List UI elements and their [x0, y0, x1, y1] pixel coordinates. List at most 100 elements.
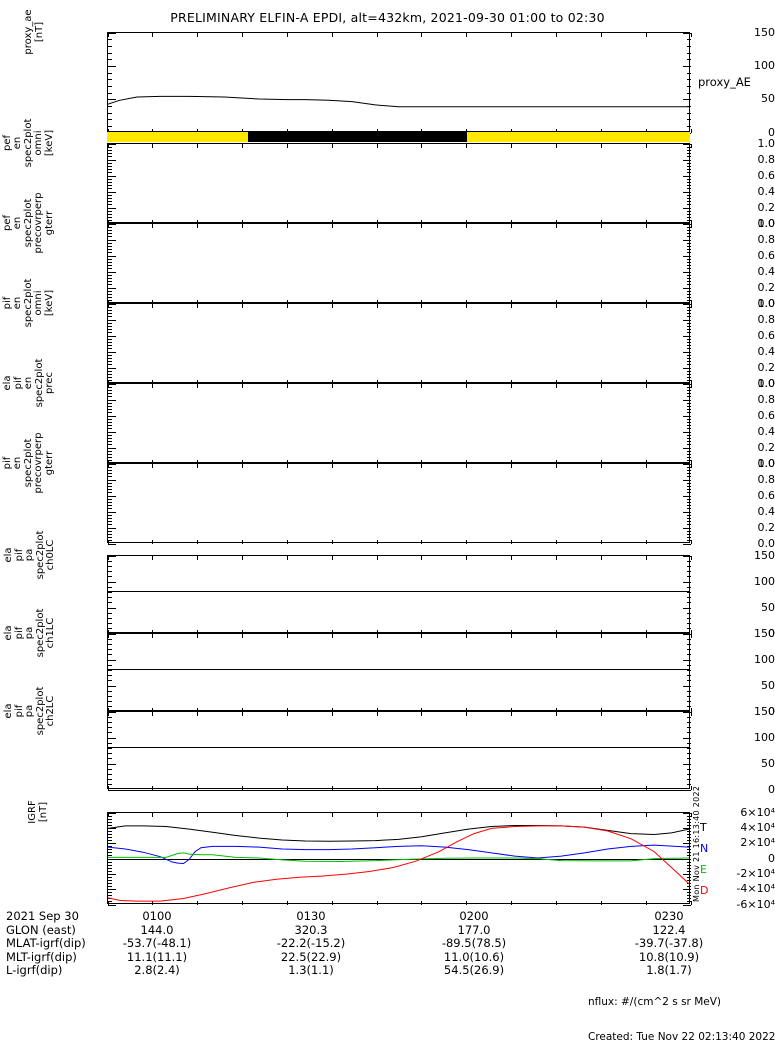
xtick-mark — [197, 630, 199, 634]
ytick-ela-pif-pa-spec2plot-ch0lc-2: 100 — [754, 574, 775, 588]
xtick-mark — [107, 33, 109, 37]
ytick-mark — [683, 737, 691, 739]
ylabel-ela-pif-en-spec2plot-prec: ela pif en spec2plot prec — [2, 343, 56, 423]
ytick-minor — [108, 602, 112, 604]
xtick-mark — [511, 460, 513, 464]
xtick-mark — [600, 384, 602, 388]
legend-item-T: T — [700, 821, 707, 834]
ytick-minor — [687, 92, 691, 94]
ytick-minor — [687, 437, 691, 439]
xtick-mark — [645, 144, 647, 148]
xtick-mark — [376, 708, 378, 712]
ytick-mark — [683, 843, 691, 845]
xtick-mark — [376, 220, 378, 224]
ytick-mark — [683, 287, 691, 289]
xtick-mark — [197, 464, 199, 468]
ytick-minor — [687, 412, 691, 414]
xtick-mark — [645, 712, 647, 716]
ytick-minor — [108, 441, 112, 443]
xtick-mark — [152, 464, 154, 468]
ytick-mark — [683, 511, 691, 513]
xtick-mark — [286, 300, 288, 304]
xtick-mark — [555, 712, 557, 716]
ytick-minor — [108, 505, 112, 507]
annotation-value: 11.0(10.6) — [443, 949, 505, 964]
xtick-mark — [511, 708, 513, 712]
ytick-minor — [108, 309, 112, 311]
xtick-mark — [600, 901, 602, 905]
xtick-mark — [421, 634, 423, 638]
ytick-minor — [687, 396, 691, 398]
xtick-mark — [421, 33, 423, 37]
ytick-igrf-2: -2×10⁴ — [736, 866, 775, 880]
ytick-mark — [683, 527, 691, 529]
ytick-minor — [687, 849, 691, 851]
xtick-mark — [555, 33, 557, 37]
xtick-mark — [555, 380, 557, 384]
ytick-minor — [687, 172, 691, 174]
ytick-minor — [687, 236, 691, 238]
ytick-mark — [683, 399, 691, 401]
ytick-minor — [687, 252, 691, 254]
ytick-minor — [687, 425, 691, 427]
xtick-mark — [242, 901, 244, 905]
ytick-minor — [687, 434, 691, 436]
ytick-minor — [108, 370, 112, 372]
xtick-mark — [555, 464, 557, 468]
xtick-mark — [331, 813, 333, 817]
ytick-minor — [108, 521, 112, 523]
ytick-minor — [687, 194, 691, 196]
xtick-mark — [286, 220, 288, 224]
xtick-mark — [286, 901, 288, 905]
ytick-minor — [108, 732, 112, 734]
xtick-mark — [511, 384, 513, 388]
xtick-mark — [197, 304, 199, 308]
ylabel-line: pa — [23, 626, 35, 640]
xtick-mark — [690, 220, 692, 224]
render-timestamp: Mon Nov 21 16:13:40 2022 — [692, 785, 701, 902]
legend-item-E: E — [700, 863, 707, 876]
panel-ela-pif-en-spec2plot-precovrperp-gterr — [107, 463, 692, 545]
ytick-minor — [108, 437, 112, 439]
ytick-mark — [683, 271, 691, 273]
ytick-mark — [683, 223, 691, 225]
ytick-minor — [687, 473, 691, 475]
ytick-minor — [108, 92, 112, 94]
ytick-minor — [687, 753, 691, 755]
xtick-mark — [600, 224, 602, 228]
ytick-minor — [108, 690, 112, 692]
ytick-minor — [687, 386, 691, 388]
xtick-mark — [376, 634, 378, 638]
ytick-minor — [687, 329, 691, 331]
ytick-minor — [687, 886, 691, 888]
ytick-minor — [687, 492, 691, 494]
xtick-mark — [197, 300, 199, 304]
ytick-mark — [108, 223, 116, 225]
ytick-minor — [108, 870, 112, 872]
xtick-mark — [331, 224, 333, 228]
ytick-minor — [108, 591, 112, 593]
ytick-minor — [108, 284, 112, 286]
ytick-minor — [687, 409, 691, 411]
ytick-minor — [687, 393, 691, 395]
xtick-mark — [286, 556, 288, 560]
xtick-mark — [331, 304, 333, 308]
annotation-value: -39.7(-37.8) — [634, 936, 704, 951]
ylabel-line: ch2LC — [44, 695, 56, 727]
xtick-mark — [376, 460, 378, 464]
ytick-minor — [108, 453, 112, 455]
xtick-mark — [466, 712, 468, 716]
ytick-minor — [687, 898, 691, 900]
ytick-minor — [687, 265, 691, 267]
ytick-minor — [108, 405, 112, 407]
ytick-ela-pif-en-spec2plot-prec-0: 0.0 — [757, 456, 775, 470]
ytick-mark — [108, 32, 116, 34]
ylabel-line: pif — [13, 704, 24, 718]
xtick-mark — [331, 556, 333, 560]
xtick-mark — [152, 304, 154, 308]
gridline — [108, 590, 689, 592]
ytick-minor — [108, 638, 112, 640]
xtick-mark — [286, 460, 288, 464]
ylabel-ela-pif-pa-spec2plot-ch0lc: ela pif pa spec2plot ch0LC — [3, 516, 57, 594]
ytick-ela-pif-pa-spec2plot-ch0lc-3: 150 — [754, 548, 775, 562]
